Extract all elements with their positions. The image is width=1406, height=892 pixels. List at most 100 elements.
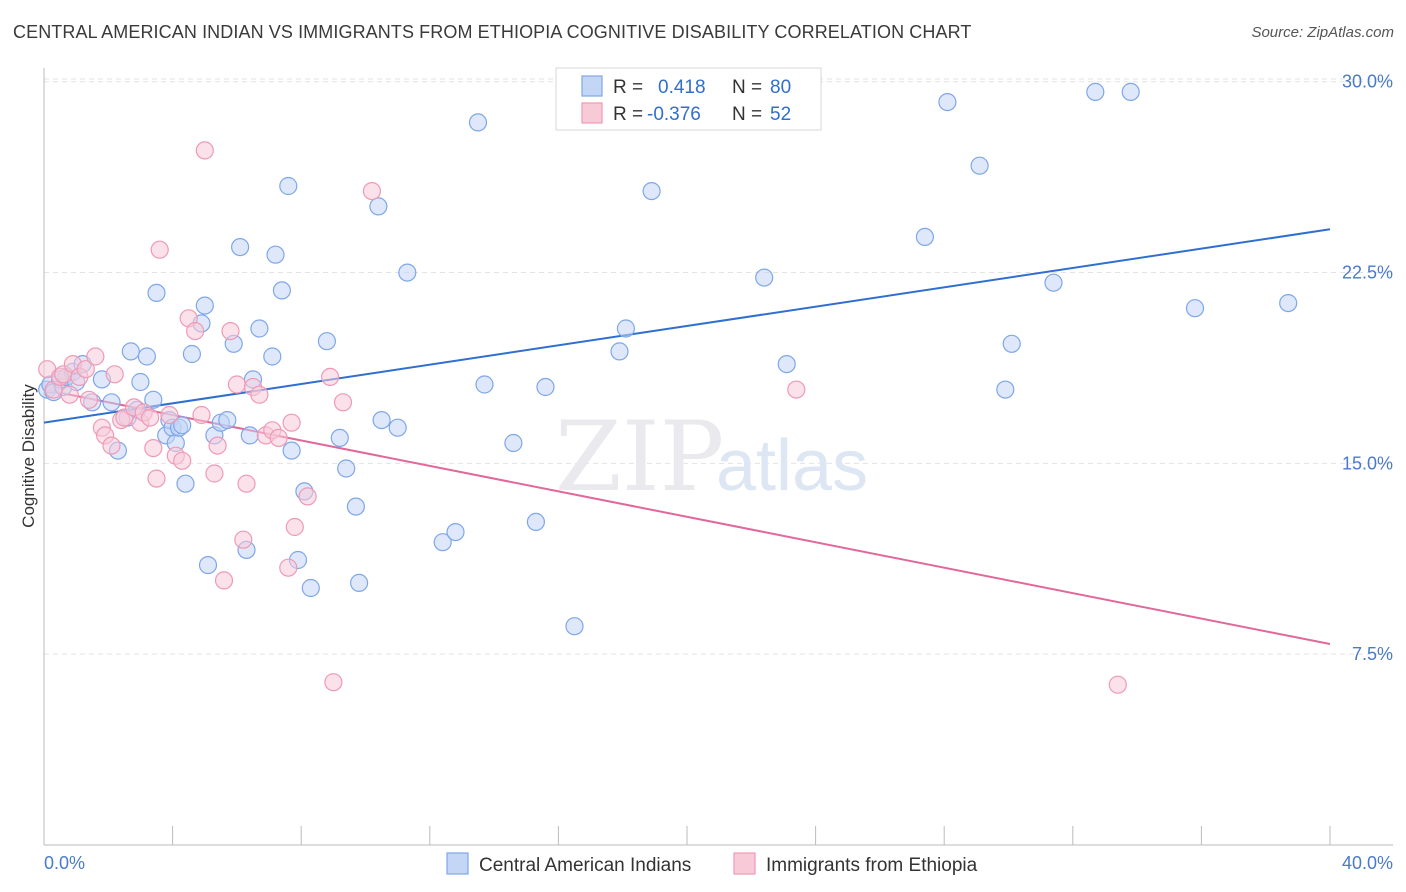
point-central-american-indians — [350, 573, 369, 593]
legend-swatch-blue — [581, 75, 603, 97]
point-immigrants-ethiopia — [86, 347, 105, 366]
bottom-legend-label-2: Immigrants from Ethiopia — [766, 855, 978, 876]
series-legend: Central American Indians Immigrants from… — [446, 852, 978, 876]
watermark: ZIP atlas — [555, 401, 868, 513]
point-immigrants-ethiopia — [269, 428, 288, 447]
point-central-american-indians — [777, 355, 796, 374]
point-central-american-indians — [1279, 294, 1298, 313]
point-immigrants-ethiopia — [221, 322, 240, 341]
point-central-american-indians — [610, 342, 629, 361]
point-central-american-indians — [970, 156, 989, 175]
point-immigrants-ethiopia — [298, 487, 317, 506]
bottom-legend-swatch-pink — [733, 852, 756, 875]
point-central-american-indians — [263, 347, 282, 366]
y-tick-label: 22.5% — [1342, 263, 1393, 283]
point-central-american-indians — [1044, 273, 1063, 292]
point-central-american-indians — [755, 268, 774, 287]
point-immigrants-ethiopia — [102, 436, 121, 455]
point-central-american-indians — [176, 474, 195, 493]
point-central-american-indians — [372, 411, 391, 430]
legend-r-value-1: 0.418 — [658, 77, 706, 98]
point-central-american-indians — [526, 512, 546, 532]
point-central-american-indians — [446, 522, 465, 542]
point-central-american-indians — [317, 332, 336, 351]
point-central-american-indians — [468, 113, 488, 132]
source-credit: Source: ZipAtlas.com — [1251, 24, 1394, 41]
point-central-american-indians — [231, 238, 250, 257]
x-tick-labels: 0.0% 40.0% — [44, 853, 1393, 873]
point-central-american-indians — [1086, 82, 1105, 102]
point-central-american-indians — [1002, 334, 1021, 353]
point-immigrants-ethiopia — [205, 464, 224, 483]
point-central-american-indians — [996, 380, 1015, 399]
point-central-american-indians — [1121, 82, 1140, 102]
grid-lines — [44, 78, 1393, 655]
point-immigrants-ethiopia — [150, 240, 169, 259]
point-central-american-indians — [266, 245, 285, 264]
legend-n-label-2: N = — [732, 104, 762, 125]
point-immigrants-ethiopia — [173, 451, 192, 470]
point-central-american-indians — [121, 342, 140, 361]
point-central-american-indians — [240, 426, 259, 445]
point-central-american-indians — [337, 459, 356, 478]
point-immigrants-ethiopia — [208, 436, 227, 455]
axes — [43, 68, 1393, 846]
point-central-american-indians — [195, 296, 214, 315]
point-immigrants-ethiopia — [321, 367, 340, 386]
legend-n-value-2: 52 — [770, 104, 791, 125]
point-central-american-indians — [144, 390, 163, 409]
legend-r-label-1: R = — [613, 77, 643, 98]
point-immigrants-ethiopia — [195, 141, 214, 160]
point-immigrants-ethiopia — [279, 558, 298, 577]
point-central-american-indians — [182, 344, 201, 364]
point-immigrants-ethiopia — [141, 408, 160, 427]
point-central-american-indians — [346, 497, 365, 516]
legend-swatch-pink — [581, 102, 603, 124]
point-central-american-indians — [504, 433, 523, 453]
point-central-american-indians — [173, 416, 192, 435]
legend-n-value-1: 80 — [770, 77, 791, 98]
point-immigrants-ethiopia — [76, 360, 95, 379]
legend-r-value-2: -0.376 — [647, 104, 701, 125]
watermark-zip: ZIP — [555, 401, 724, 513]
point-central-american-indians — [369, 197, 388, 216]
point-central-american-indians — [330, 428, 349, 447]
point-central-american-indians — [218, 411, 237, 430]
point-central-american-indians — [131, 372, 150, 392]
point-central-american-indians — [279, 176, 298, 196]
point-central-american-indians — [398, 263, 417, 282]
point-immigrants-ethiopia — [147, 469, 166, 488]
point-central-american-indians — [137, 347, 156, 366]
point-immigrants-ethiopia — [227, 375, 246, 394]
point-immigrants-ethiopia — [282, 413, 301, 432]
point-immigrants-ethiopia — [234, 530, 253, 549]
watermark-atlas: atlas — [716, 426, 868, 506]
point-immigrants-ethiopia — [787, 380, 806, 399]
point-central-american-indians — [938, 92, 957, 112]
correlation-legend: R = 0.418 N = 80 R = -0.376 N = 52 — [555, 67, 822, 131]
point-central-american-indians — [433, 533, 452, 552]
point-immigrants-ethiopia — [214, 571, 234, 590]
point-immigrants-ethiopia — [237, 474, 256, 493]
point-immigrants-ethiopia — [79, 390, 99, 409]
point-central-american-indians — [1185, 299, 1205, 318]
y-tick-label: 30.0% — [1342, 72, 1393, 92]
point-immigrants-ethiopia — [250, 385, 269, 404]
point-central-american-indians — [282, 441, 301, 460]
point-central-american-indians — [536, 377, 555, 397]
point-immigrants-ethiopia — [285, 517, 304, 537]
point-central-american-indians — [915, 227, 935, 246]
y-axis-label: Cognitive Disability — [19, 384, 38, 528]
point-central-american-indians — [250, 319, 269, 338]
point-immigrants-ethiopia — [144, 439, 163, 458]
point-central-american-indians — [147, 283, 166, 302]
bottom-legend-label-1: Central American Indians — [479, 855, 691, 876]
point-immigrants-ethiopia — [160, 405, 179, 425]
y-tick-label: 15.0% — [1342, 453, 1393, 473]
point-central-american-indians — [198, 555, 218, 575]
x-tick-label-start: 0.0% — [44, 853, 85, 873]
point-central-american-indians — [102, 393, 121, 412]
bottom-legend-swatch-blue — [446, 852, 469, 875]
point-immigrants-ethiopia — [186, 322, 205, 341]
point-central-american-indians — [642, 182, 661, 201]
